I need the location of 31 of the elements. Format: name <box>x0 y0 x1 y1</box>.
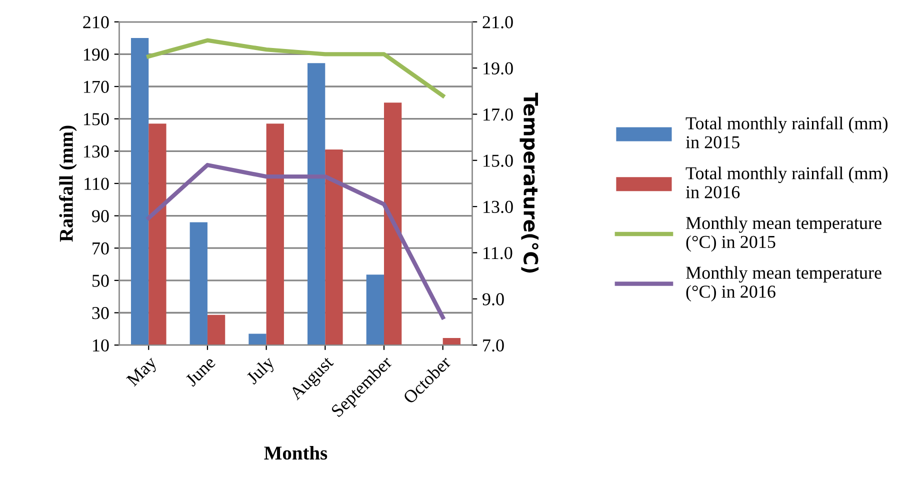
y-tick-label: 130 <box>84 145 109 158</box>
y2-tick-label: 17.0 <box>484 108 513 121</box>
y-tick-label: 10 <box>93 339 109 352</box>
legend-label: Monthly mean temperature (°C) in 2016 <box>686 266 882 302</box>
y-axis-title: Rainfall (mm) <box>59 126 77 242</box>
line-series <box>146 162 445 320</box>
y-tick-label: 110 <box>84 178 109 190</box>
x-tick-label: July <box>245 354 278 388</box>
line-series <box>146 38 445 98</box>
x-tick-label: May <box>126 355 160 390</box>
legend-label: Total monthly rainfall (mm) in 2016 <box>686 166 888 198</box>
y2-tick-label: 21.0 <box>482 16 513 28</box>
y2-axis-title: Temperature(°C) <box>520 92 539 273</box>
y-tick-label: 90 <box>92 210 109 222</box>
y-tick-label: 50 <box>92 274 109 287</box>
y2-tick-label: 11.0 <box>484 246 512 260</box>
y-tick-label: 170 <box>84 80 109 93</box>
y2-tick-label: 7.0 <box>483 339 504 352</box>
legend-label: Total monthly rainfall (mm) in 2015 <box>686 116 888 148</box>
y-tick-label: 70 <box>92 242 109 255</box>
y2-tick-label: 15.0 <box>484 154 513 167</box>
y-tick-label: 150 <box>84 113 109 126</box>
x-axis-title: Months <box>264 446 328 460</box>
y2-tick-label: 13.0 <box>484 200 513 214</box>
legend-label: Monthly mean temperature (°C) in 2015 <box>686 216 882 252</box>
y-tick-label: 190 <box>84 48 109 61</box>
y-tick-label: 210 <box>83 16 109 28</box>
y2-tick-label: 9.0 <box>482 293 504 306</box>
y-tick-label: 30 <box>92 307 109 320</box>
y2-tick-label: 19.0 <box>484 62 513 75</box>
x-tick-label: June <box>184 356 216 387</box>
